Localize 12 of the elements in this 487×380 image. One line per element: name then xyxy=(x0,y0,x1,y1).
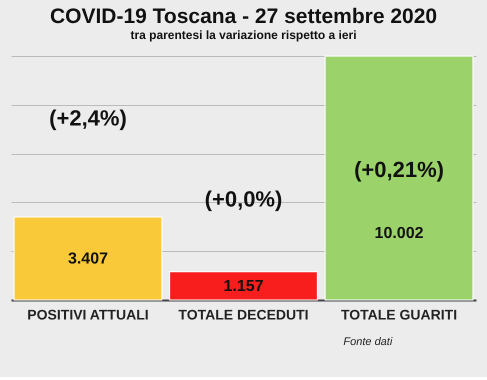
x-tick-label: POSITIVI ATTUALI xyxy=(27,306,149,322)
annotation: (+0,0%) xyxy=(204,186,282,212)
x-tick-label: TOTALE GUARITI xyxy=(340,306,458,322)
data-label: 3.407 xyxy=(68,250,108,268)
annotation: (+0,21%) xyxy=(354,157,444,182)
annotation: (+2,4%) xyxy=(49,106,127,131)
chart-title: COVID-19 Toscana - 27 settembre 2020 xyxy=(50,5,438,28)
data-label: 10.002 xyxy=(374,225,424,242)
data-label: 1.157 xyxy=(223,278,264,295)
chart-subtitle: tra parentesi la variazione rispetto a ieri xyxy=(130,28,357,42)
x-tick-label: TOTALE DECEDUTI xyxy=(178,306,309,322)
source-note: Fonte dati xyxy=(343,336,393,348)
